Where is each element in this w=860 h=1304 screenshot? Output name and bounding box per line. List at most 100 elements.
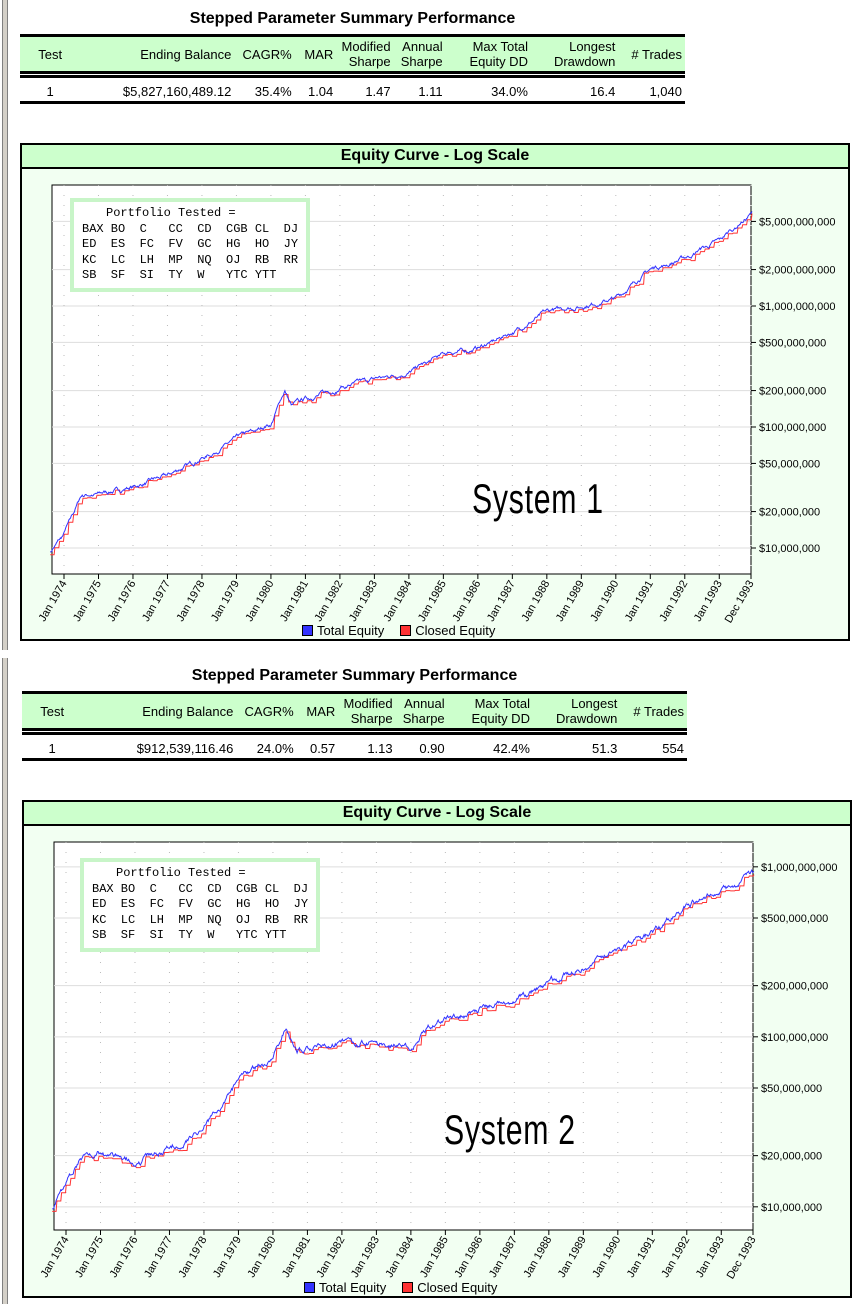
summary-table: Test Ending Balance CAGR% MAR Modified Sharp…: [20, 34, 685, 104]
y-tick-label: $50,000,000: [759, 458, 820, 470]
legend-label: Total Equity: [319, 1280, 387, 1295]
column-header: Annual Sharpe: [393, 34, 446, 74]
y-tick-label: $10,000,000: [759, 543, 820, 555]
cell: $5,827,160,489.12: [80, 75, 235, 104]
column-header: # Trades: [620, 691, 687, 731]
portfolio-row: ED ES FC FV GC HG HO JY: [82, 237, 299, 251]
y-tick-label: $10,000,000: [761, 1202, 822, 1214]
legend-total-equity[interactable]: Total Equity: [304, 1281, 386, 1295]
x-tick-label: Jan 1983: [349, 1235, 382, 1280]
portfolio-row: ED ES FC FV GC HG HO JY: [92, 897, 309, 911]
column-header: MAR: [294, 34, 337, 74]
summary-table: Test Ending Balance CAGR% MAR Modified Sharp…: [22, 691, 687, 761]
x-tick-label: Jan 1974: [39, 1235, 72, 1280]
cell: 24.0%: [236, 732, 297, 761]
x-tick-label: Jan 1978: [177, 1235, 210, 1280]
y-tick-label: $2,000,000,000: [759, 265, 835, 277]
x-tick-label: Jan 1980: [244, 579, 277, 624]
portfolio-title: Portfolio Tested =: [106, 206, 236, 220]
summary-header-row: Test Ending Balance CAGR% MAR Modified Sharp…: [20, 34, 685, 74]
cell: 554: [620, 732, 687, 761]
equity-chart: $1,000,000,000 $500,000,000 $200,000,000 $1…: [39, 841, 837, 1282]
total-equity-line: [52, 868, 755, 1210]
column-header: Ending Balance: [82, 691, 237, 731]
cell: 0.90: [395, 732, 448, 761]
portfolio-row: KC LC LH MP NQ OJ RB RR: [92, 912, 309, 927]
summary-data-row: 1 $912,539,116.46 24.0% 0.57 1.13 0.90 42.4% 51…: [22, 732, 687, 761]
summary-title: Stepped Parameter Summary Performance: [191, 667, 518, 684]
column-header: # Trades: [618, 34, 685, 74]
y-tick-label: $50,000,000: [761, 1083, 822, 1095]
cell: 35.4%: [234, 75, 295, 104]
y-tick-label: $200,000,000: [761, 981, 828, 993]
cell: 1.47: [336, 75, 394, 104]
y-tick-label: $100,000,000: [761, 1032, 828, 1044]
x-tick-label: Jan 1988: [519, 579, 552, 624]
portfolio-row: SB SF SI TY W YTC YTT: [92, 928, 287, 942]
legend-total-equity[interactable]: Total Equity: [302, 624, 384, 638]
cell: 1: [20, 75, 81, 104]
window-left-border: [2, 0, 8, 650]
y-tick-label: $1,000,000,000: [761, 862, 837, 874]
column-header: Annual Sharpe: [395, 691, 448, 731]
cell: 51.3: [532, 732, 621, 761]
portfolio-box: Portfolio Tested = BAX BO C CC CD CGB CL …: [80, 858, 321, 952]
x-tick-label: Jan 1982: [314, 1235, 347, 1280]
system-1-section: Stepped Parameter Summary Performance Te…: [0, 0, 860, 650]
x-tick-label: Jan 1977: [140, 579, 173, 624]
x-tick-label: Jan 1984: [383, 1235, 416, 1280]
cell: 16.4: [530, 75, 619, 104]
y-tick-label: $500,000,000: [759, 337, 826, 349]
x-tick-label: Jan 1986: [452, 1235, 485, 1280]
portfolio-row: BAX BO C CC CD CGB CL DJ: [82, 221, 299, 236]
column-header: Modified Sharpe: [336, 34, 394, 74]
x-tick-label: Jan 1989: [554, 579, 587, 624]
legend-swatch-icon: [302, 625, 313, 636]
x-tick-label: Jan 1976: [106, 579, 139, 624]
chart-legend: Total Equity Closed Equity: [302, 624, 495, 638]
y-tick-label: $100,000,000: [759, 422, 826, 434]
closed-equity-line: [50, 213, 753, 556]
x-tick-label: Jan 1979: [211, 1235, 244, 1280]
x-tick-label: Jan 1993: [694, 1235, 727, 1280]
x-tick-label: Dec 1993: [725, 1235, 759, 1282]
x-tick-label: Jan 1977: [142, 1235, 175, 1280]
x-tick-label: Jan 1993: [692, 579, 725, 624]
cell: 34.0%: [445, 75, 531, 104]
equity-chart-panel: Equity Curve - Log Scale $5,000,000,000 $…: [20, 143, 850, 641]
legend-closed-equity[interactable]: Closed Equity: [400, 624, 495, 638]
column-header: Longest Drawdown: [530, 34, 619, 74]
summary-header-row: Test Ending Balance CAGR% MAR Modified Sharp…: [22, 691, 687, 731]
closed-equity-line: [52, 874, 755, 1212]
legend-closed-equity[interactable]: Closed Equity: [402, 1281, 497, 1295]
equity-chart-panel: Equity Curve - Log Scale $1,000,000,000 $…: [22, 800, 852, 1298]
x-tick-label: Jan 1991: [623, 579, 656, 624]
system-2-section: Stepped Parameter Summary Performance Te…: [0, 657, 860, 1304]
y-tick-label: $500,000,000: [761, 913, 828, 925]
portfolio-title: Portfolio Tested =: [116, 866, 246, 880]
legend-label: Closed Equity: [417, 1280, 498, 1295]
column-header: Ending Balance: [80, 34, 235, 74]
x-tick-label: Jan 1975: [73, 1235, 106, 1280]
legend-label: Total Equity: [317, 623, 385, 638]
legend-swatch-icon: [402, 1282, 414, 1293]
chart-legend: Total Equity Closed Equity: [304, 1281, 497, 1295]
legend-swatch-icon: [400, 625, 412, 636]
x-tick-label: Jan 1981: [278, 579, 311, 624]
column-header: Test: [22, 691, 83, 731]
cell: 1.04: [294, 75, 337, 104]
y-tick-label: $5,000,000,000: [759, 216, 835, 228]
column-header: MAR: [296, 691, 339, 731]
portfolio-row: SB SF SI TY W YTC YTT: [82, 268, 277, 282]
cell: 42.4%: [447, 732, 533, 761]
chart-title: Equity Curve - Log Scale: [24, 802, 850, 826]
legend-label: Closed Equity: [415, 623, 496, 638]
y-tick-label: $20,000,000: [759, 507, 820, 519]
system-label: System 1: [472, 475, 604, 522]
x-tick-label: Jan 1990: [590, 1235, 623, 1280]
column-header: CAGR%: [236, 691, 297, 731]
equity-chart: $5,000,000,000 $2,000,000,000 $1,000,000,0…: [37, 184, 835, 625]
x-tick-label: Jan 1990: [588, 579, 621, 624]
x-tick-label: Jan 1991: [625, 1235, 658, 1280]
column-header: Max Total Equity DD: [445, 34, 531, 74]
